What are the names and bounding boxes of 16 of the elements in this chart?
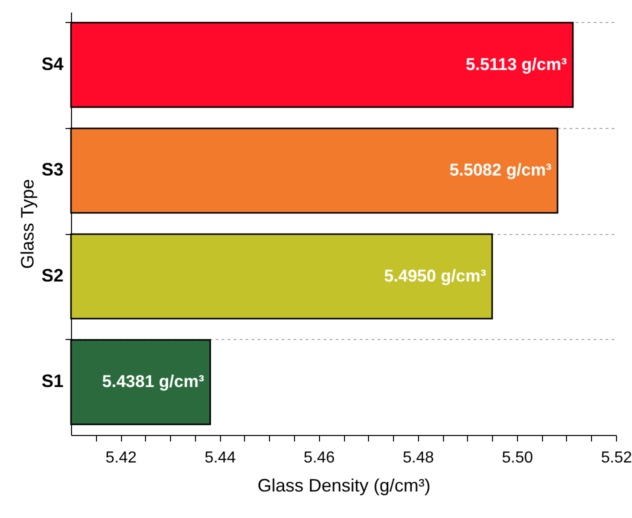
x-axis-title: Glass Density (g/cm³) — [257, 476, 431, 496]
y-axis-title: Glass Type — [17, 179, 38, 269]
data-label: 5.4950 g/cm³ — [384, 266, 486, 286]
x-tick-label: 5.48 — [402, 450, 434, 466]
y-tick-label: S4 — [41, 54, 64, 74]
y-tick-label: S3 — [41, 160, 64, 180]
x-tick-label: 5.46 — [304, 450, 335, 466]
data-label: 5.4381 g/cm³ — [102, 372, 205, 392]
data-label: 5.5082 g/cm³ — [449, 160, 552, 180]
y-tick-label: S1 — [41, 371, 64, 392]
x-tick-label: 5.42 — [105, 450, 137, 466]
data-label: 5.5113 g/cm³ — [466, 54, 568, 74]
x-tick-label: 5.52 — [600, 450, 632, 466]
y-tick-label: S2 — [41, 265, 64, 286]
x-tick-label: 5.50 — [502, 450, 534, 466]
x-tick-label: 5.44 — [204, 450, 236, 466]
